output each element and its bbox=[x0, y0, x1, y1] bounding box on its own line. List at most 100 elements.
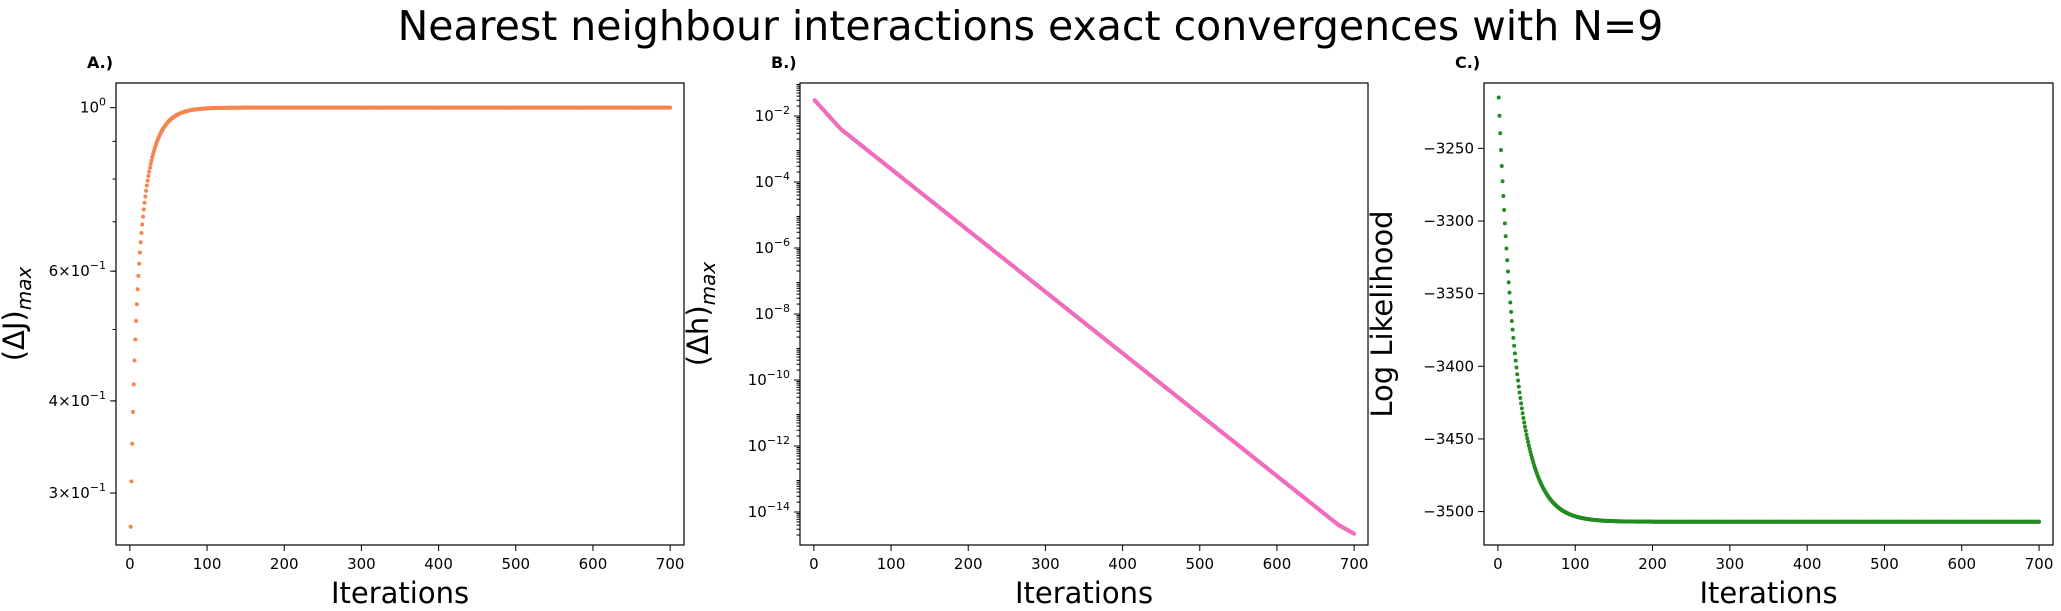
x-axis-label: Iterations bbox=[1015, 576, 1153, 610]
data-point bbox=[1526, 440, 1531, 445]
data-point bbox=[134, 302, 139, 307]
data-point bbox=[137, 261, 142, 266]
plot-frame bbox=[115, 82, 685, 546]
data-point bbox=[140, 222, 145, 227]
x-tick-label: 600 bbox=[579, 555, 608, 573]
y-tick-label: 10−8 bbox=[755, 302, 790, 323]
y-tick-label: 10−10 bbox=[748, 368, 790, 389]
y-tick-label: −3350 bbox=[1423, 285, 1474, 303]
data-point bbox=[1519, 401, 1524, 406]
x-axis-label: Iterations bbox=[331, 576, 469, 610]
data-point bbox=[1499, 147, 1504, 152]
y-tick-label: 10−14 bbox=[748, 500, 790, 521]
panel-b: B.) 0 100 200 300 400 500 600 700 10−2 10−4 10−6 10−… bbox=[681, 53, 1369, 610]
data-point bbox=[1352, 531, 1357, 536]
data-point bbox=[1519, 406, 1524, 411]
panel-label: C.) bbox=[1455, 53, 1480, 72]
data-point bbox=[1511, 335, 1516, 340]
data-point bbox=[1513, 358, 1518, 363]
data-point bbox=[1520, 411, 1525, 416]
data-point bbox=[138, 240, 143, 245]
data-point bbox=[1509, 318, 1514, 323]
plot-frame bbox=[1483, 82, 2054, 546]
y-tick-label: 10−2 bbox=[755, 104, 790, 125]
data-point bbox=[1524, 432, 1529, 437]
data-point bbox=[1515, 372, 1520, 377]
panel-label: A.) bbox=[87, 53, 113, 72]
data-point bbox=[1497, 113, 1502, 118]
data-point bbox=[1516, 384, 1521, 389]
x-tick-label: 500 bbox=[1185, 555, 1214, 573]
data-point bbox=[1509, 309, 1514, 314]
x-tick-label: 600 bbox=[1263, 555, 1292, 573]
data-point bbox=[134, 318, 139, 323]
data-point bbox=[1498, 131, 1503, 136]
data-point bbox=[1507, 290, 1512, 295]
data-point bbox=[147, 169, 152, 174]
x-tick-label: 100 bbox=[877, 555, 906, 573]
data-point bbox=[149, 158, 154, 163]
y-axis-label: (Δh)max bbox=[681, 262, 720, 367]
data-point bbox=[668, 105, 673, 110]
x-tick-label: 0 bbox=[1493, 555, 1503, 573]
data-point bbox=[1505, 269, 1510, 274]
data-point bbox=[148, 162, 153, 167]
x-tick-label: 200 bbox=[954, 555, 983, 573]
data-point bbox=[129, 479, 134, 484]
data-point bbox=[139, 231, 144, 235]
data-point bbox=[1512, 343, 1517, 348]
data-point bbox=[1522, 420, 1527, 425]
y-tick-label: −3400 bbox=[1423, 357, 1474, 375]
x-axis-label: Iterations bbox=[1699, 576, 1837, 610]
data-point bbox=[1501, 193, 1506, 198]
data-point bbox=[1506, 280, 1511, 285]
data-point bbox=[133, 337, 138, 342]
y-tick-label: −3450 bbox=[1423, 430, 1474, 448]
data-point bbox=[1517, 390, 1522, 395]
panel-c: C.) 0 100 200 300 400 500 600 700 −3250 −3300 −3350… bbox=[1365, 53, 2054, 610]
data-point bbox=[130, 441, 135, 446]
data-point bbox=[1518, 396, 1523, 400]
x-tick-label: 500 bbox=[501, 555, 530, 573]
data-point bbox=[1499, 163, 1504, 168]
y-tick-label: 4×10−1 bbox=[49, 389, 106, 410]
data-point bbox=[141, 214, 146, 219]
y-tick-label: 6×10−1 bbox=[49, 259, 106, 280]
data-point bbox=[137, 250, 142, 255]
x-tick-label: 0 bbox=[809, 555, 819, 573]
y-tick-label: −3500 bbox=[1423, 503, 1474, 521]
x-tick-label: 100 bbox=[1561, 555, 1590, 573]
data-point bbox=[142, 200, 147, 205]
y-tick-label: 10−4 bbox=[755, 170, 790, 191]
data-point bbox=[145, 178, 150, 183]
x-tick-label: 700 bbox=[2025, 555, 2054, 573]
data-point bbox=[146, 173, 151, 178]
data-point bbox=[2037, 519, 2042, 524]
data-point bbox=[1503, 234, 1508, 239]
data-point bbox=[147, 165, 152, 170]
x-tick-label: 200 bbox=[270, 555, 299, 573]
data-point bbox=[1500, 179, 1505, 184]
data-point bbox=[1508, 300, 1513, 305]
data-point bbox=[1502, 221, 1507, 226]
data-point bbox=[1528, 449, 1533, 454]
x-tick-label: 300 bbox=[1716, 555, 1745, 573]
data-point bbox=[1504, 246, 1509, 251]
data-point bbox=[1516, 378, 1521, 383]
data-point bbox=[1514, 365, 1519, 370]
data-point bbox=[128, 524, 133, 529]
x-tick-label: 100 bbox=[193, 555, 222, 573]
data-point bbox=[1496, 95, 1501, 100]
data-point bbox=[1505, 258, 1510, 263]
data-point bbox=[1527, 446, 1532, 451]
x-tick-label: 700 bbox=[656, 555, 685, 573]
x-tick-label: 300 bbox=[1031, 555, 1060, 573]
y-tick-label: 10−6 bbox=[755, 236, 790, 257]
panel-label: B.) bbox=[771, 53, 797, 72]
data-point bbox=[1510, 327, 1515, 332]
data-point bbox=[150, 155, 155, 160]
y-tick-label: −3300 bbox=[1423, 212, 1474, 230]
y-tick-label: 3×10−1 bbox=[49, 481, 106, 502]
y-axis-label: (ΔJ)max bbox=[0, 267, 36, 362]
panel-a: A.) 0 100 200 300 400 500 600 700 100 6×10−1 4×10−1… bbox=[0, 53, 685, 610]
